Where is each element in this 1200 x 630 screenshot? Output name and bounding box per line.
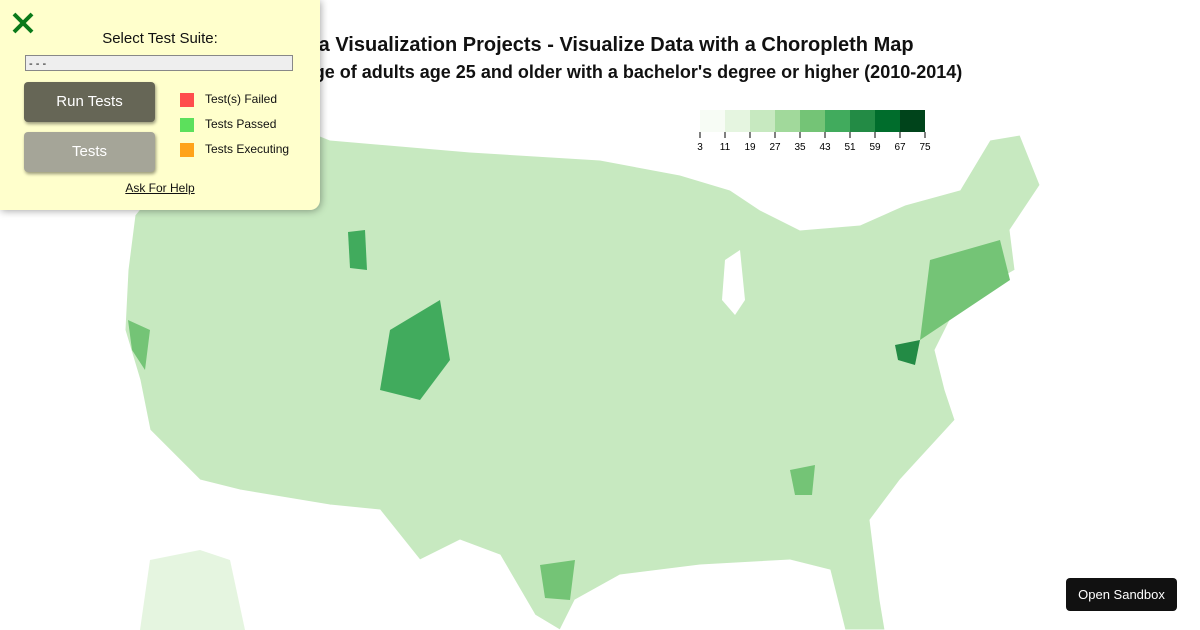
texas-region: [540, 560, 575, 600]
legend-tick-label: 75: [919, 142, 931, 153]
legend-tick-label: 43: [819, 142, 831, 153]
status-swatch: [180, 92, 194, 107]
legend-swatch: [850, 110, 875, 132]
legend-tick-label: 67: [894, 142, 906, 153]
title: Data Visualization Projects - Visualize …: [286, 34, 914, 56]
legend-swatch: [900, 110, 925, 132]
legend-swatch: [800, 110, 825, 132]
help-link[interactable]: Ask For Help: [125, 181, 195, 195]
run-tests-button[interactable]: Run Tests: [24, 82, 155, 122]
lake-michigan: [722, 250, 745, 315]
status-label: Tests Executing: [205, 142, 290, 156]
legend-tick-label: 35: [794, 142, 806, 153]
legend: 3 11 19 27 35 43 51 59 67 75: [697, 110, 931, 153]
status-swatch: [180, 117, 194, 132]
status-swatch: [180, 142, 194, 157]
northeast-region: [920, 240, 1010, 340]
legend-tick-label: 59: [869, 142, 881, 153]
status-failed: Test(s) Failed: [180, 92, 277, 107]
carolina-region: [790, 465, 815, 495]
legend-swatch: [725, 110, 750, 132]
legend-swatch: [750, 110, 775, 132]
dc-region: [895, 340, 920, 365]
colorado-region: [380, 300, 450, 400]
dark-counties: [128, 230, 1010, 600]
test-panel: Select Test Suite: - - - Run Tests Tests…: [0, 0, 320, 210]
select-label: Select Test Suite:: [102, 30, 218, 47]
test-suite-select[interactable]: - - -: [25, 55, 293, 71]
legend-tick-label: 19: [744, 142, 756, 153]
legend-swatch: [775, 110, 800, 132]
status-passed: Tests Passed: [180, 117, 276, 132]
legend-tick-label: 51: [844, 142, 856, 153]
close-icon[interactable]: [12, 12, 34, 34]
alaska: [140, 550, 245, 630]
tests-button[interactable]: Tests: [24, 132, 155, 172]
open-sandbox-button[interactable]: Open Sandbox: [1066, 578, 1177, 611]
legend-tick-label: 27: [769, 142, 781, 153]
california-coast: [128, 320, 150, 370]
legend-swatch: [825, 110, 850, 132]
legend-tick-label: 11: [720, 142, 731, 153]
wyoming-region: [348, 230, 367, 270]
status-label: Test(s) Failed: [205, 92, 278, 106]
status-executing: Tests Executing: [180, 142, 289, 157]
subtitle: Percentage of adults age 25 and older wi…: [237, 62, 963, 82]
legend-swatch: [875, 110, 900, 132]
legend-swatch: [700, 110, 725, 132]
status-label: Tests Passed: [205, 117, 277, 131]
legend-tick-label: 3: [697, 142, 703, 153]
